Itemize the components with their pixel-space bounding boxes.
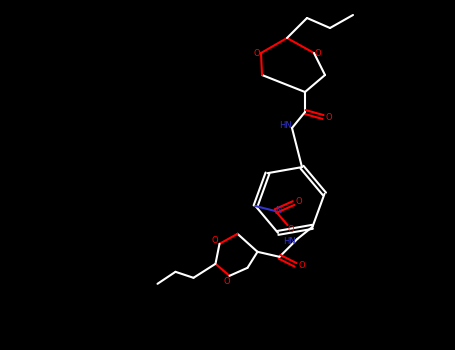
Text: O: O — [254, 49, 260, 57]
Text: O: O — [326, 112, 332, 121]
Text: O: O — [298, 261, 305, 270]
Text: HN: HN — [283, 237, 296, 246]
Text: O: O — [295, 197, 302, 205]
Text: HN: HN — [280, 120, 293, 130]
Text: O: O — [315, 49, 321, 57]
Text: N: N — [275, 205, 282, 215]
Text: O: O — [223, 277, 230, 286]
Text: O: O — [211, 236, 218, 245]
Text: O: O — [287, 225, 294, 233]
